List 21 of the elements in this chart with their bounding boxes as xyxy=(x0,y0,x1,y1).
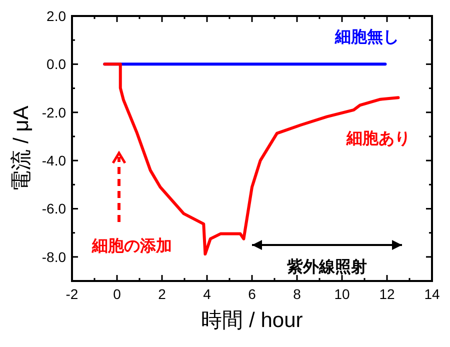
y-tick-label: -8.0 xyxy=(42,248,66,265)
series-label: 細胞あり xyxy=(345,130,410,148)
x-tick-label: 14 xyxy=(424,286,440,302)
y-tick-label: -6.0 xyxy=(42,200,66,217)
x-tick-label: 4 xyxy=(203,286,212,302)
y-tick-label: 0.0 xyxy=(46,56,66,72)
x-axis-title: 時間 / hour xyxy=(201,309,303,332)
series-label: 細胞無し xyxy=(334,28,400,46)
annotation: 細胞の添加 xyxy=(91,237,172,255)
x-tick-label: 12 xyxy=(379,286,395,302)
x-tick-label: 6 xyxy=(248,286,256,302)
x-tick-label: -2 xyxy=(66,286,78,302)
y-tick-label: -4.0 xyxy=(42,152,66,169)
y-tick-label: -2.0 xyxy=(42,104,66,120)
x-tick-label: 2 xyxy=(158,286,166,302)
annotation: 紫外線照射 xyxy=(286,258,367,276)
x-tick-label: 0 xyxy=(113,286,122,302)
y-tick-label: 2.0 xyxy=(46,8,66,24)
x-tick-label: 10 xyxy=(334,286,350,302)
y-axis-title: 電流 / μA xyxy=(10,106,33,192)
x-tick-label: 8 xyxy=(293,286,302,302)
